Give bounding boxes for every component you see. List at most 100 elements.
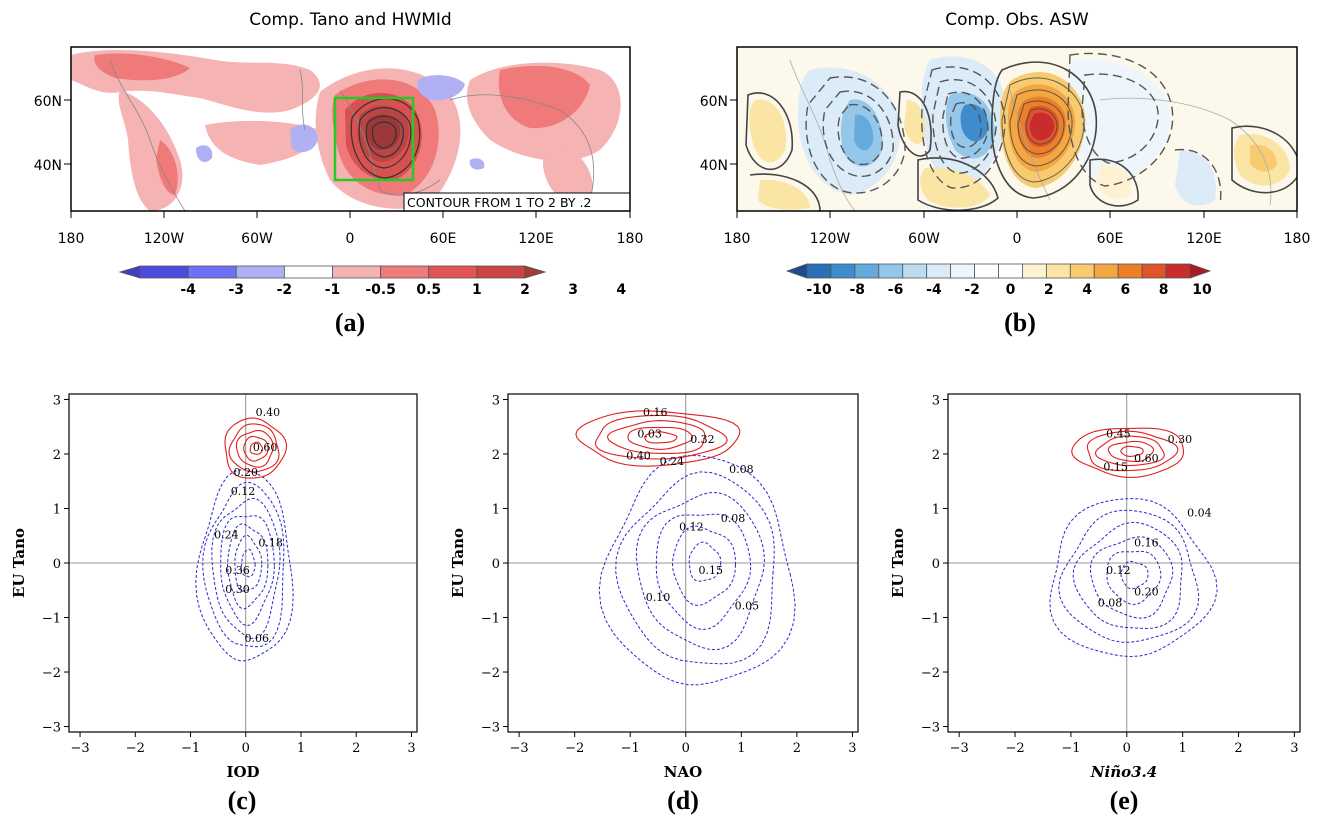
panel-e-axes: 0.45 0.30 0.60 0.15 0.04 0.16 0.120.20 0.08 −3 −2…	[889, 393, 1301, 781]
panel-d-red-contour	[575, 410, 741, 467]
panel-c-ytick-label: 3	[53, 393, 61, 408]
panel-b-colorbar-swatch	[1022, 263, 1047, 279]
panel-e-red-contour	[1086, 430, 1179, 472]
panel-b-colorbar-label: 2	[1044, 282, 1054, 298]
panel-c-red-label: 0.40	[256, 406, 281, 419]
panel-e-red-label: 0.45	[1106, 428, 1131, 441]
panel-b-colorbar-swatch	[878, 263, 904, 279]
panel-a-lon-tick: 120W	[144, 231, 185, 247]
panel-b: Comp. Obs. ASW	[660, 0, 1324, 345]
panel-b-colorbar-extend-high	[1189, 263, 1212, 279]
panel-c-red-label: 0.20	[234, 466, 259, 479]
panel-e-blue-contour	[1106, 550, 1162, 606]
panel-d-blue-contour	[635, 492, 766, 651]
panel-c-ytick-label: −1	[42, 612, 61, 627]
panel-d-xtick-label: −1	[621, 741, 640, 756]
panel-d-red-label: 0.24	[660, 455, 685, 468]
panel-a-colorbar: -4 -3 -2 -1 -0.5 0.5 1 2 3 4	[118, 265, 626, 298]
panel-a-colorbar-swatch	[187, 265, 237, 279]
panel-c-blue-contour	[234, 534, 263, 592]
panel-c-xtick-label: 0	[242, 741, 250, 756]
panel-b-lon-tick: 180	[724, 231, 751, 247]
panel-b-colorbar-swatch	[1045, 263, 1071, 279]
panel-c-blue-label: 0.30	[225, 583, 250, 596]
panel-c-blue-contour	[195, 469, 294, 662]
panel-a-title: Comp. Tano and HWMId	[249, 10, 452, 30]
panel-e-ytick-label: −2	[921, 666, 940, 681]
panel-d-xtick-label: 0	[682, 741, 690, 756]
panel-a-colorbar-label: 0.5	[416, 282, 441, 298]
panel-d-xlabel: NAO	[664, 763, 702, 781]
panel-d-blue-label: 0.10	[646, 591, 671, 604]
panel-b-colorbar-label: 4	[1082, 282, 1092, 298]
panel-a-colorbar-label: 2	[520, 282, 530, 298]
panel-a-colorbar-extend-low	[118, 265, 141, 279]
panel-a: Comp. Tano and HWMId	[0, 0, 660, 345]
panel-b-lon-tick: 120W	[810, 231, 851, 247]
kde-panels: 0.400.600.200.120.240.180.360.300.06−3 −2…	[10, 393, 1301, 781]
panel-d-blue-contour	[671, 525, 737, 606]
panel-d-red-contour	[607, 420, 706, 454]
panel-e-xtick-label: 0	[1123, 741, 1131, 756]
panel-d-ytick-label: −2	[481, 666, 500, 681]
panel-b-colorbar-swatch	[1069, 263, 1095, 279]
panel-b-label: (b)	[1004, 308, 1036, 337]
panel-d-blue-contour	[655, 513, 752, 631]
panel-a-colorbar-label: -1	[325, 282, 341, 298]
panel-a-colorbar-label: -2	[277, 282, 293, 298]
panel-b-lat-40: 40N	[700, 158, 728, 174]
panel-e-ylabel: EU Tano	[889, 528, 907, 598]
panel-c-red-label: 0.60	[253, 441, 278, 454]
panel-e-red-contour	[1120, 445, 1144, 457]
panel-a-lon-tick: 60W	[241, 231, 273, 247]
panel-d-blue-contour	[688, 541, 722, 582]
panel-e-ytick-label: 3	[932, 393, 940, 408]
panel-d-xtick-label: 1	[737, 741, 745, 756]
panel-d-ytick-label: −1	[481, 612, 500, 627]
panel-b-colorbar-label: -6	[888, 282, 904, 298]
panel-e-blue-label: 0.08	[1098, 597, 1123, 610]
panel-d-ytick-label: 0	[492, 557, 500, 572]
panel-d-red-label: 0.32	[690, 433, 715, 446]
panel-a-region-box	[333, 96, 415, 182]
panel-a-lon-tick: 0	[346, 231, 355, 247]
panel-b-colorbar-swatch	[854, 263, 880, 279]
panel-c-blue-contour	[220, 515, 275, 627]
panel-c-blue-label: 0.36	[225, 564, 250, 577]
panel-a-lon-tick: 180	[58, 231, 85, 247]
panel-d-blue-label: 0.08	[721, 512, 746, 525]
panel-a-label: (a)	[334, 308, 366, 337]
panel-a-colorbar-swatch	[476, 265, 526, 279]
panel-a-colorbar-label: 4	[616, 282, 626, 298]
panel-d-red-label: 0.40	[626, 449, 651, 462]
panel-b-colorbar-label: -4	[926, 282, 942, 298]
panel-c-label: (c)	[227, 786, 257, 815]
panel-b-colorbar-swatch	[830, 263, 856, 279]
panel-c-xtick-label: 3	[407, 741, 415, 756]
panel-a-colorbar-swatch	[380, 265, 430, 279]
panel-a-lon-tick: 60E	[430, 231, 457, 247]
panel-d-ylabel: EU Tano	[449, 528, 467, 598]
panel-c-ytick-label: −3	[42, 721, 61, 736]
panel-a-colorbar-extend-high	[524, 265, 547, 279]
panel-b-colorbar-swatch	[926, 263, 952, 279]
panel-b-colorbar-swatch	[974, 263, 999, 279]
panel-e-ytick-label: −1	[921, 612, 940, 627]
panel-c-xtick-label: −3	[70, 741, 89, 756]
panel-e-xtick-label: 3	[1290, 741, 1298, 756]
panel-b-lon-tick: 120E	[1186, 231, 1222, 247]
panel-d-ytick-label: 1	[492, 502, 500, 517]
panel-c-blue-label: 0.24	[214, 528, 239, 541]
panel-e-ytick-label: 1	[932, 502, 940, 517]
panel-e-blue-contour	[1120, 560, 1149, 590]
panel-b-colorbar: -10 -8 -6 -4 -2 0 2 4 6 8 10	[785, 263, 1212, 298]
panel-d-xtick-label: −2	[565, 741, 584, 756]
panel-e-xlabel: Niño3.4	[1090, 763, 1157, 781]
panel-c-blue-label: 0.12	[231, 485, 256, 498]
panel-e-red-contour	[1107, 440, 1155, 462]
panel-c-xtick-label: 2	[352, 741, 360, 756]
panel-c-xtick-label: 1	[297, 741, 305, 756]
panel-d-blue-contour	[598, 455, 796, 686]
panel-a-lat-60: 60N	[34, 94, 62, 110]
panel-a-colorbar-label: 3	[568, 282, 578, 298]
